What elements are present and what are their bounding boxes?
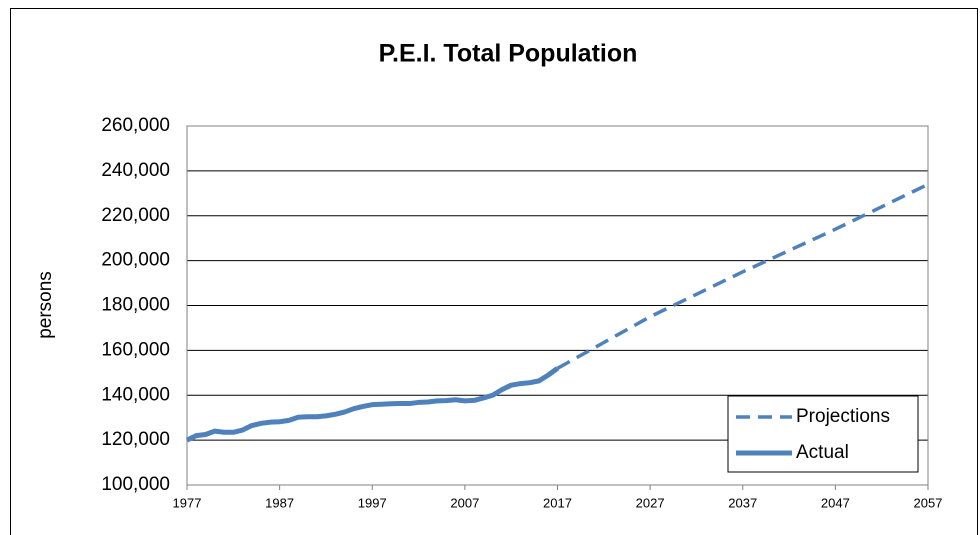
y-tick-label: 180,000 [101,295,170,316]
x-tick-label: 2057 [914,495,943,510]
y-axis-label: persons [35,271,56,339]
x-tick-label: 1977 [173,495,202,510]
y-tick-label: 240,000 [101,160,170,181]
legend-box [727,395,919,473]
y-tick-label: 220,000 [101,205,170,226]
chart-title: P.E.I. Total Population [379,40,638,68]
series-line [185,366,559,443]
x-tick-label: 2037 [728,495,757,510]
y-tick-label: 140,000 [101,384,170,405]
x-tick-label: 2047 [821,495,850,510]
y-tick-label: 100,000 [101,474,170,495]
x-tick-label: 2007 [450,495,479,510]
y-tick-label: 120,000 [101,429,170,450]
x-tick-label: 2027 [636,495,665,510]
y-tick-label: 200,000 [101,250,170,271]
x-tick-label: 2017 [543,495,572,510]
series-line [556,182,929,370]
x-tick-label: 1987 [265,495,294,510]
y-tick-label: 260,000 [101,115,170,136]
legend-label: Projections [796,406,890,427]
x-tick-label: 1997 [358,495,387,510]
y-tick-label: 160,000 [101,339,170,360]
legend-label: Actual [796,442,849,463]
